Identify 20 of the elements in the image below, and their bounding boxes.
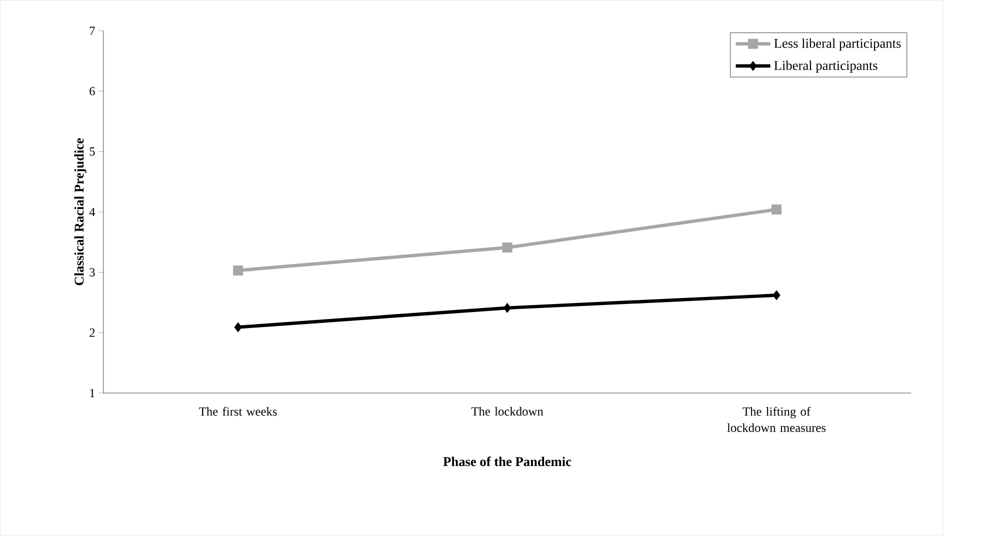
point — [772, 290, 780, 300]
x-tick-label: The lockdown — [471, 407, 544, 416]
y-tick-label: 6 — [90, 87, 95, 96]
point — [233, 266, 244, 276]
y-tick-label: 5 — [90, 148, 95, 156]
y-tick-label: 2 — [90, 328, 95, 337]
y-tick-label: 1 — [90, 389, 95, 398]
x-tick-label: The first weeks — [199, 407, 277, 416]
legend-label: Less liberal participants — [774, 38, 901, 51]
x-axis-title: Phase of the Pandemic — [443, 456, 572, 466]
y-tick-label: 4 — [89, 208, 96, 216]
x-tick-label: The lifting of lockdown measures — [727, 407, 826, 432]
y-tick-label: 3 — [90, 268, 95, 277]
point — [772, 204, 782, 215]
y-axis-title: Classical Racial Prejudice — [74, 138, 86, 286]
point — [503, 303, 512, 314]
point — [502, 242, 512, 253]
legend-label: Liberal participants — [774, 60, 878, 73]
point — [234, 322, 242, 332]
y-tick-label: 7 — [90, 26, 95, 35]
